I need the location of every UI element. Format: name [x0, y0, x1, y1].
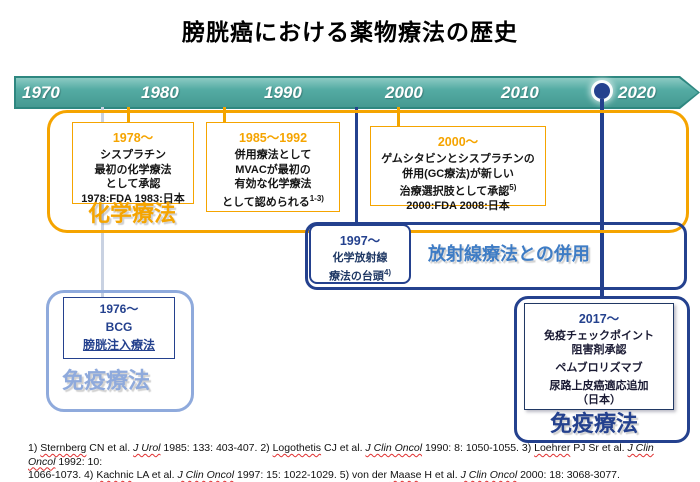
event-2000-line: 併用(GC療法)が新しい [402, 167, 514, 180]
event-1985-title: 1985～1992 [238, 131, 308, 145]
reference-superscript: 5) [509, 183, 517, 192]
event-2017-line: （日本） [577, 394, 621, 406]
event-2000-line: 治療選択肢として承認5) [399, 183, 517, 198]
event-1976-line: 膀胱注入療法 [82, 338, 155, 352]
year-label-1970: 1970 [22, 82, 60, 102]
immunotherapy-left-label: 免疫療法 [62, 368, 151, 393]
reference-superscript: 1-3) [309, 193, 324, 203]
year-label-2020: 2020 [618, 82, 656, 102]
event-box-1985: 1985～1992 併用療法として MVACが最初の 有効な化学療法 として認め… [206, 122, 340, 212]
footnote-references: 1) Sternberg CN et al. J Urol 1985: 133:… [28, 442, 683, 482]
connector-1985 [223, 107, 226, 124]
event-1985-line: MVACが最初の [235, 163, 311, 176]
year-label-1990: 1990 [264, 82, 302, 102]
connector-2000 [397, 107, 400, 128]
event-box-2000: 2000～ ゲムシタビンとシスプラチンの 併用(GC療法)が新しい 治療選択肢と… [370, 126, 546, 212]
connector-1978 [127, 107, 130, 124]
page-title: 膀胱癌における薬物療法の歴史 [182, 19, 518, 45]
connector-1997 [355, 107, 358, 226]
immunotherapy-right-container [514, 296, 690, 443]
year-label-2000: 2000 [385, 82, 423, 102]
event-1985-line: 有効な化学療法 [234, 178, 312, 190]
event-2017-line: 免疫チェックポイント [544, 330, 654, 342]
event-2000-line: 2000:FDA 2008:日本 [406, 200, 510, 213]
event-2017-line: 阻害剤承認 [571, 344, 627, 356]
event-1978-line: 最初の化学療法 [94, 163, 172, 176]
event-box-1978: 1978～ シスプラチン 最初の化学療法 として承認 1978:FDA 1983… [72, 122, 194, 205]
event-box-1976: 1976～ BCG 膀胱注入療法 [63, 297, 175, 359]
reference-superscript: 4) [383, 267, 392, 277]
event-1976-line: 1976～ [99, 302, 139, 316]
event-1978-line: 1978:FDA 1983:日本 [81, 192, 185, 205]
connector-2017 [600, 99, 604, 298]
event-1976-line: BCG [105, 320, 133, 334]
immunotherapy-right-label: 免疫療法 [550, 411, 639, 436]
chemotherapy-label: 化学療法 [88, 201, 177, 226]
event-1985-line: として認められる1-3) [222, 193, 324, 209]
event-2017-line: ペムブロリズマブ [555, 362, 643, 374]
event-box-1997: 1997～ 化学放射線 療法の台頭4) [309, 224, 411, 284]
event-1997-line: 化学放射線 [332, 252, 388, 264]
event-box-2017: 2017～ 免疫チェックポイント 阻害剤承認 ペムブロリズマブ 尿路上皮癌適応追… [524, 303, 674, 410]
immunotherapy-left-container [46, 290, 194, 412]
event-2000-title: 2000～ [437, 135, 479, 149]
event-1978-line: として承認 [105, 178, 161, 190]
year-label-2010: 2010 [501, 82, 539, 102]
event-2000-line: ゲムシタビンとシスプラチンの [381, 153, 535, 165]
event-1985-line: 併用療法として [234, 149, 312, 161]
event-2017-line: 尿路上皮癌適応追加 [549, 380, 649, 392]
footnote-line-1: 1) Sternberg CN et al. J Urol 1985: 133:… [28, 442, 654, 468]
event-1978-title: 1978～ [112, 131, 154, 145]
timeline-marker-dot [594, 83, 610, 99]
event-1978-line: シスプラチン [100, 149, 166, 161]
timeline-band: 1970 1980 1990 2000 2010 2020 [14, 76, 700, 109]
event-2017-title: 2017～ [578, 312, 620, 326]
radiation-combination-container [305, 222, 687, 290]
footnote-line-2: 1066-1073. 4) Kachnic LA et al. J Clin O… [28, 469, 620, 481]
event-1997-title: 1997～ [339, 234, 381, 248]
radiation-combination-label: 放射線療法との併用 [428, 244, 590, 264]
timeline-band-fill [16, 78, 698, 107]
event-1997-line: 療法の台頭4) [328, 267, 392, 283]
year-label-1980: 1980 [141, 82, 179, 102]
